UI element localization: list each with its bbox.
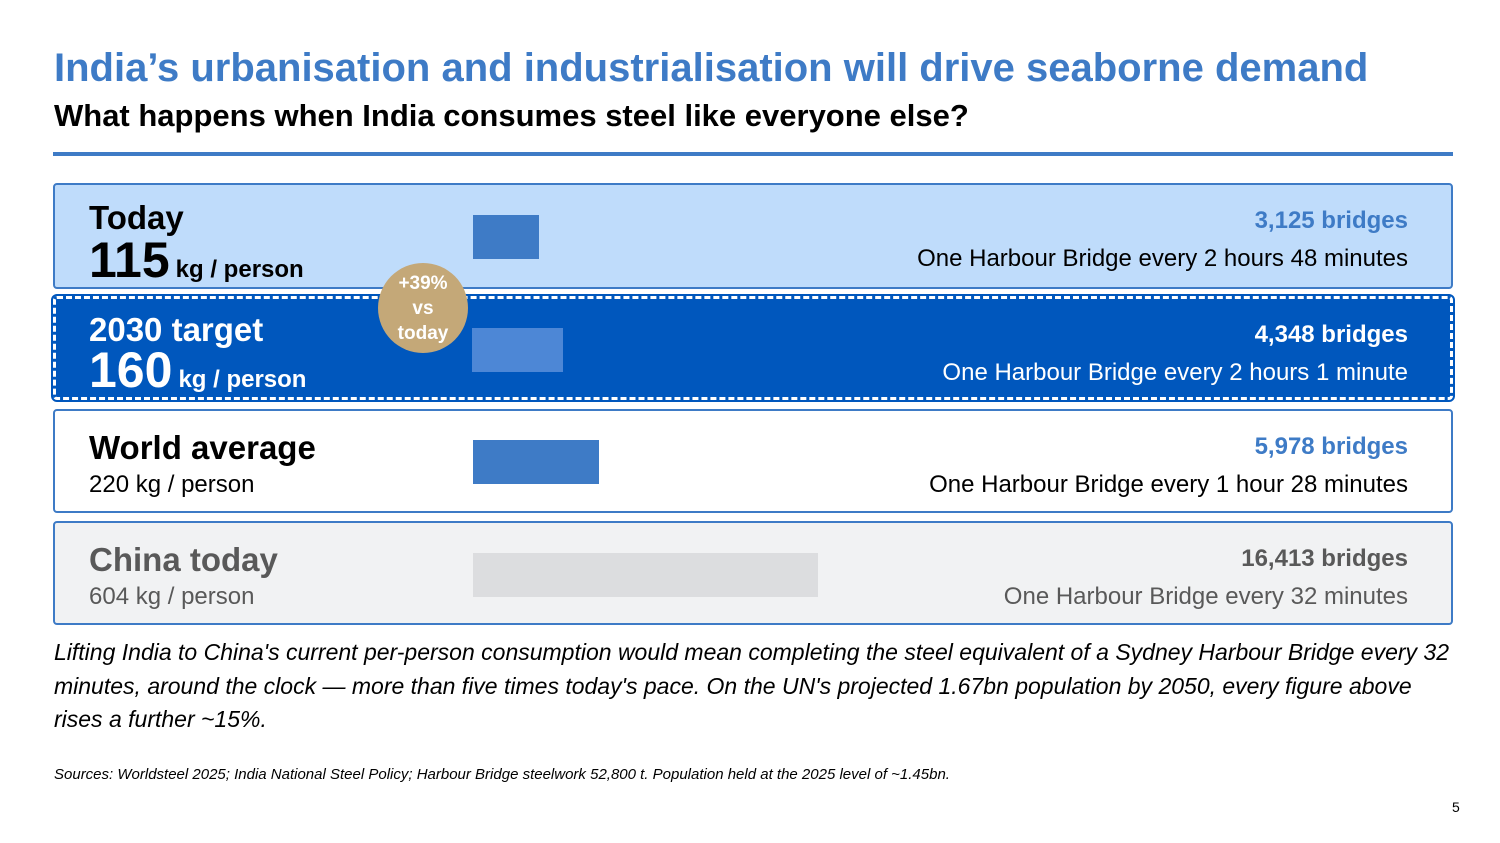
row-today-bar [473, 215, 539, 259]
row-2030-number: 160 [89, 342, 173, 398]
row-2030-rate: One Harbour Bridge every 2 hours 1 minut… [942, 359, 1408, 386]
row-today-label: Today [89, 199, 184, 236]
page-number: 5 [1452, 799, 1460, 815]
row-today-unit: kg / person [175, 256, 304, 283]
row-world-average: World average 220 kg / person 5,978 brid… [53, 409, 1453, 513]
row-china-bar [473, 553, 818, 597]
row-world-label: World average [89, 429, 316, 466]
sources-footnote: Sources: Worldsteel 2025; India National… [54, 766, 950, 783]
row-today-rate: One Harbour Bridge every 2 hours 48 minu… [917, 245, 1408, 272]
page-title: India’s urbanisation and industrialisati… [54, 46, 1369, 90]
row-china-value: 604 kg / person [89, 583, 255, 610]
row-2030-unit: kg / person [178, 366, 307, 393]
row-world-value: 220 kg / person [89, 471, 255, 498]
row-2030-target: 2030 target 160 kg / person 4,348 bridges… [51, 294, 1455, 402]
growth-badge: +39% vs today [378, 263, 468, 353]
growth-badge-today: today [397, 322, 449, 344]
row-2030-label: 2030 target [89, 311, 264, 348]
row-2030-value: 160 kg / person [89, 341, 306, 399]
row-china-label: China today [89, 541, 278, 578]
row-world-bar [473, 440, 599, 484]
row-today-number: 115 [89, 232, 170, 288]
row-today-value: 115 kg / person [89, 231, 304, 289]
growth-badge-vs: vs [412, 297, 434, 319]
page-subtitle: What happens when India consumes steel l… [54, 98, 969, 133]
row-china-today: China today 604 kg / person 16,413 bridg… [53, 521, 1453, 625]
row-china-rate: One Harbour Bridge every 32 minutes [1003, 583, 1408, 610]
row-today: Today 115 kg / person 3,125 bridges One H… [53, 183, 1453, 289]
summary-note: Lifting India to China's current per-per… [54, 639, 1449, 732]
row-today-bridges: 3,125 bridges [1254, 207, 1408, 234]
row-world-bridges: 5,978 bridges [1254, 433, 1408, 460]
row-world-rate: One Harbour Bridge every 1 hour 28 minut… [929, 471, 1408, 498]
row-2030-bridges: 4,348 bridges [1254, 321, 1408, 348]
row-2030-bar [472, 328, 563, 372]
title-divider [53, 152, 1453, 156]
row-china-bridges: 16,413 bridges [1241, 545, 1408, 572]
growth-badge-percent: +39% [398, 272, 448, 294]
